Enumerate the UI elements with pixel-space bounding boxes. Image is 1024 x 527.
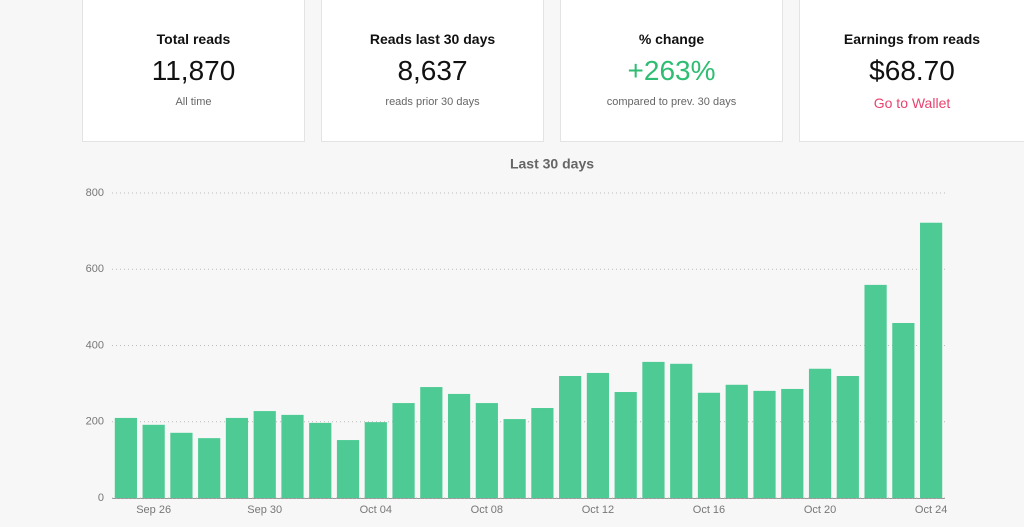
x-tick-label: Oct 20 xyxy=(804,504,836,516)
wallet-link[interactable]: Go to Wallet xyxy=(873,95,951,111)
x-tick-label: Oct 08 xyxy=(471,504,503,516)
bar xyxy=(114,417,137,498)
x-tick-label: Oct 16 xyxy=(693,504,725,516)
bar xyxy=(503,419,526,498)
bar xyxy=(781,388,804,498)
y-tick-label: 0 xyxy=(98,492,104,504)
bar xyxy=(336,440,360,498)
stat-card: Total reads 11,870 All time xyxy=(82,0,305,142)
bar xyxy=(225,417,249,498)
chart-title: Last 30 days xyxy=(510,156,594,172)
bar xyxy=(670,363,693,498)
bar xyxy=(892,323,915,498)
x-tick-label: Sep 30 xyxy=(247,504,282,516)
card-title: Earnings from reads xyxy=(843,31,981,47)
y-tick-label: 800 xyxy=(86,187,104,199)
bar xyxy=(642,361,665,498)
card-title: % change xyxy=(638,31,705,47)
bar xyxy=(531,408,554,498)
bar xyxy=(447,393,471,498)
y-tick-label: 200 xyxy=(86,416,104,428)
bar xyxy=(281,414,304,498)
bar xyxy=(364,422,387,498)
bar xyxy=(697,392,721,498)
bar xyxy=(392,403,415,498)
card-value: 8,637 xyxy=(397,55,468,86)
bar xyxy=(420,387,443,498)
card-subtitle: reads prior 30 days xyxy=(385,96,480,108)
card-value: $68.70 xyxy=(869,55,955,86)
bar xyxy=(309,422,332,498)
card-subtitle: All time xyxy=(175,96,212,108)
x-tick-label: Oct 04 xyxy=(360,504,392,516)
bar xyxy=(725,384,748,498)
bar xyxy=(864,284,887,498)
bar xyxy=(586,372,610,498)
card-title: Total reads xyxy=(156,31,231,47)
x-tick-label: Oct 12 xyxy=(582,504,614,516)
bar xyxy=(614,392,637,498)
bar xyxy=(170,432,193,498)
bar xyxy=(142,424,165,498)
bar xyxy=(253,411,276,498)
y-tick-label: 600 xyxy=(86,263,104,275)
card-subtitle: compared to prev. 30 days xyxy=(606,96,737,108)
card-value: 11,870 xyxy=(151,55,236,86)
bar xyxy=(753,390,776,498)
bar xyxy=(198,438,221,498)
y-tick-label: 400 xyxy=(86,339,104,351)
x-tick-label: Oct 24 xyxy=(915,504,947,516)
bar xyxy=(475,403,498,498)
bar xyxy=(808,368,832,498)
bar xyxy=(836,376,859,498)
x-tick-label: Sep 26 xyxy=(136,504,171,516)
bar xyxy=(920,222,943,499)
bar xyxy=(559,376,582,498)
stat-card: Earnings from reads $68.70 Go to Wallet xyxy=(799,0,1024,142)
stat-card: % change +263% compared to prev. 30 days xyxy=(560,0,783,142)
card-title: Reads last 30 days xyxy=(369,31,496,47)
card-value: +263% xyxy=(627,55,716,86)
stat-card: Reads last 30 days 8,637 reads prior 30 … xyxy=(321,0,544,142)
